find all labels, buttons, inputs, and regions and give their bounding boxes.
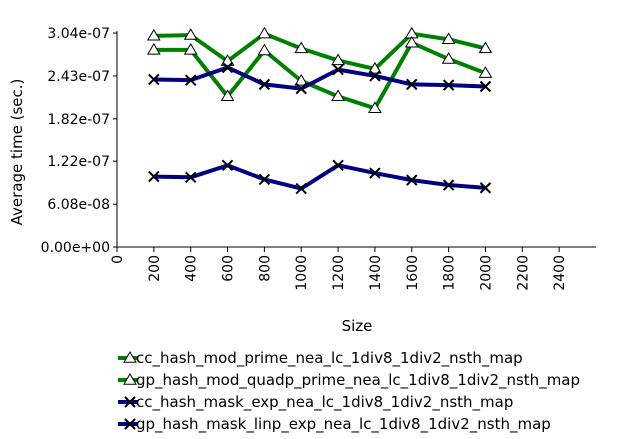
triangle-marker xyxy=(294,73,309,86)
series-line xyxy=(153,163,486,191)
x-marker xyxy=(124,418,136,430)
legend-item-2: gp_hash_mod_quadp_prime_nea_lc_1div8_1di… xyxy=(118,371,580,390)
x-tick-label: 1000 xyxy=(294,255,310,291)
x-tick-label: 1600 xyxy=(405,255,421,291)
x-marker xyxy=(406,78,418,91)
x-marker xyxy=(258,173,271,186)
x-tick-label: 2400 xyxy=(552,255,568,291)
triangle-marker xyxy=(441,32,456,45)
x-marker xyxy=(295,82,307,95)
x-marker xyxy=(184,171,197,184)
triangle-marker xyxy=(257,43,272,56)
triangle-marker xyxy=(123,351,137,363)
triangle-marker xyxy=(220,89,235,102)
series-line xyxy=(153,65,486,91)
x-marker xyxy=(442,179,455,191)
triangle-marker xyxy=(368,101,382,114)
series-4 xyxy=(148,159,492,195)
y-axis-title: Average time (sec.) xyxy=(8,79,26,226)
x-marker xyxy=(124,396,136,408)
y-tick-label: 3.04e-07 xyxy=(47,26,110,42)
x-marker xyxy=(442,79,455,91)
y-tick-label: 6.08e-08 xyxy=(47,197,110,213)
series-1 xyxy=(146,26,493,74)
triangle-marker xyxy=(146,42,161,55)
legend-label: gp_hash_mask_linp_exp_nea_lc_1div8_1div2… xyxy=(136,415,551,434)
x-marker xyxy=(332,63,344,76)
series-line xyxy=(153,31,486,71)
x-tick-label: 200 xyxy=(147,255,163,282)
triangle-marker xyxy=(123,373,137,385)
y-tick-label: 1.22e-07 xyxy=(47,154,110,170)
x-marker xyxy=(332,159,344,172)
legend-label: cc_hash_mod_prime_nea_lc_1div8_1div2_nst… xyxy=(136,349,523,368)
triangle-marker xyxy=(478,41,493,54)
triangle-marker xyxy=(220,54,235,66)
legend-label: gp_hash_mod_quadp_prime_nea_lc_1div8_1di… xyxy=(136,371,580,390)
chart-axes xyxy=(116,31,596,248)
x-tick-label: 2200 xyxy=(515,255,531,291)
x-tick-label: 0 xyxy=(110,255,126,264)
x-marker xyxy=(295,182,307,195)
y-tick-label: 0.00e+00 xyxy=(41,240,110,256)
x-marker xyxy=(479,182,492,194)
triangle-marker xyxy=(257,26,272,39)
x-axis-ticks: 0 200 400 600 800 1000 1200 1400 1600 1800 2000 220… xyxy=(110,247,568,291)
chart-legend: cc_hash_mod_prime_nea_lc_1div8_1div2_nst… xyxy=(118,349,580,434)
chart-series xyxy=(146,26,493,195)
x-axis-title: Size xyxy=(342,317,373,335)
x-marker xyxy=(148,73,160,86)
y-axis-ticks: 0.00e+00 6.08e-08 1.22e-07 1.82e-07 2.43e-07… xyxy=(41,26,117,256)
legend-item-3: cc_hash_mask_exp_nea_lc_1div8_1div2_nsth… xyxy=(118,393,513,412)
x-tick-label: 2000 xyxy=(478,255,494,291)
triangle-marker xyxy=(146,28,161,41)
triangle-marker xyxy=(183,42,198,55)
triangle-marker xyxy=(478,66,493,78)
triangle-marker xyxy=(294,41,309,54)
x-marker xyxy=(406,174,418,186)
triangle-marker xyxy=(404,35,419,48)
x-tick-label: 400 xyxy=(184,255,200,282)
triangle-marker xyxy=(441,52,456,64)
x-marker xyxy=(258,78,271,91)
x-marker xyxy=(369,167,381,179)
x-tick-label: 1800 xyxy=(442,255,458,291)
legend-label: cc_hash_mask_exp_nea_lc_1div8_1div2_nsth… xyxy=(136,393,513,412)
series-3 xyxy=(148,61,492,95)
triangle-marker xyxy=(331,89,345,102)
triangle-marker xyxy=(331,53,345,66)
x-tick-label: 1200 xyxy=(331,255,347,291)
x-tick-label: 600 xyxy=(221,255,237,282)
y-tick-label: 2.43e-07 xyxy=(47,69,110,85)
x-marker xyxy=(369,70,381,82)
series-2 xyxy=(146,35,493,114)
y-tick-label: 1.82e-07 xyxy=(47,112,110,128)
legend-item-4: gp_hash_mask_linp_exp_nea_lc_1div8_1div2… xyxy=(118,415,551,434)
x-tick-label: 1400 xyxy=(368,255,384,291)
x-marker xyxy=(221,159,234,172)
x-marker xyxy=(479,80,492,93)
triangle-marker xyxy=(183,28,198,40)
legend-item-1: cc_hash_mod_prime_nea_lc_1div8_1div2_nst… xyxy=(118,349,523,368)
x-tick-label: 800 xyxy=(257,255,273,282)
x-marker xyxy=(221,61,234,74)
triangle-marker xyxy=(368,61,382,74)
x-marker xyxy=(148,170,160,183)
x-marker xyxy=(184,74,197,86)
